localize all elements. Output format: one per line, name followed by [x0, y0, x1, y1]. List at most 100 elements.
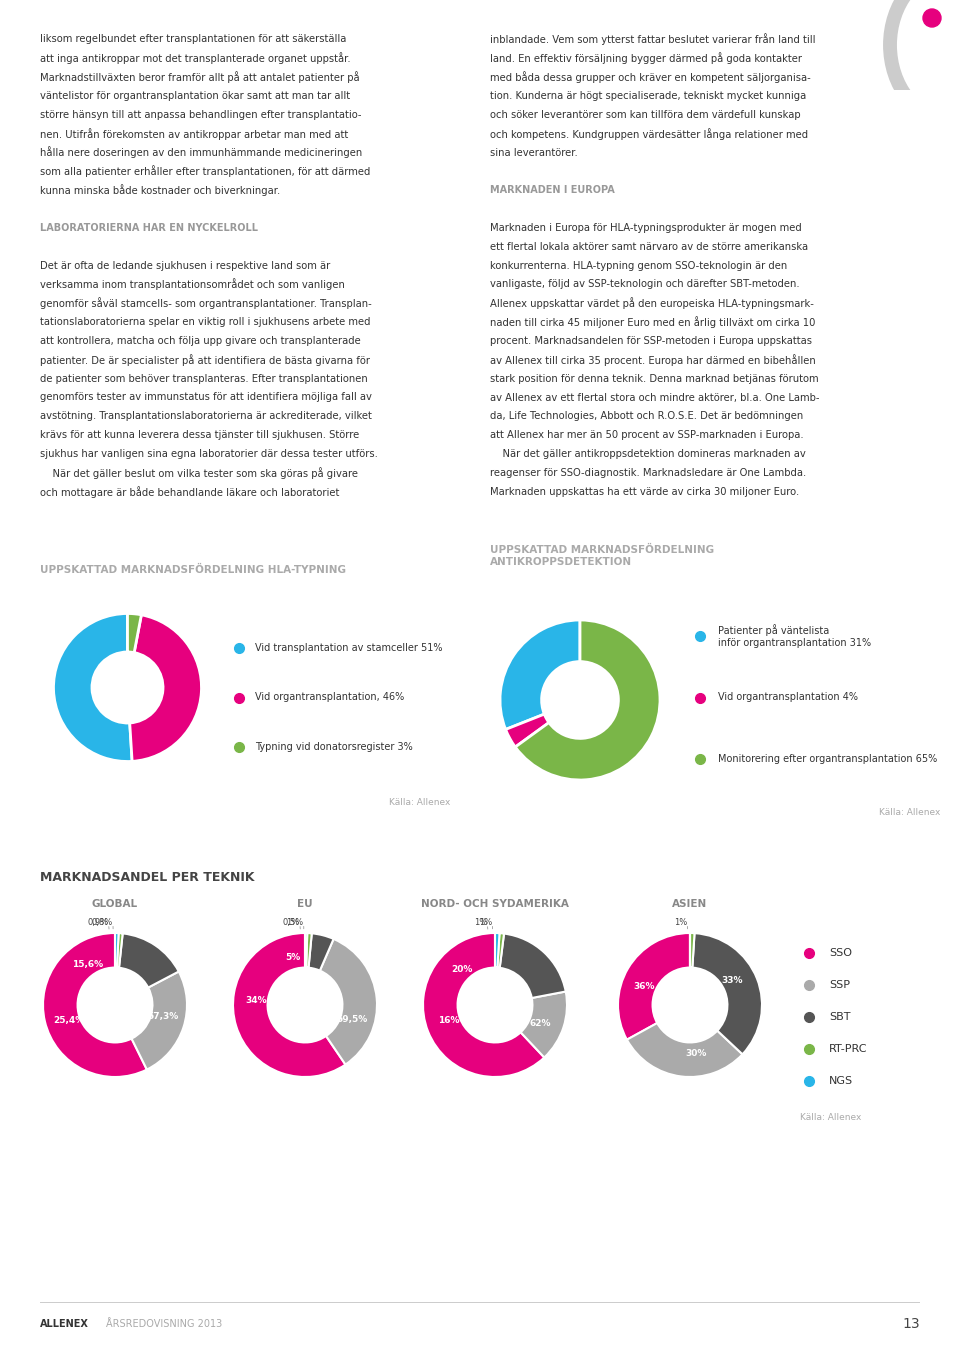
Text: större hänsyn till att anpassa behandlingen efter transplantatio-: större hänsyn till att anpassa behandlin… — [40, 110, 362, 120]
Text: tationslaboratorierna spelar en viktig roll i sjukhusens arbete med: tationslaboratorierna spelar en viktig r… — [40, 318, 371, 327]
Text: 1%: 1% — [474, 918, 488, 927]
Wedge shape — [495, 933, 499, 968]
Wedge shape — [497, 933, 504, 968]
Text: Vid transplantation av stamceller 51%: Vid transplantation av stamceller 51% — [255, 644, 443, 653]
Text: Marknaden uppskattas ha ett värde av cirka 30 miljoner Euro.: Marknaden uppskattas ha ett värde av cir… — [490, 487, 800, 496]
Text: SSO: SSO — [829, 948, 852, 957]
Text: genomförs tester av immunstatus för att identifiera möjliga fall av: genomförs tester av immunstatus för att … — [40, 392, 372, 403]
Text: att Allenex har mer än 50 procent av SSP-marknaden i Europa.: att Allenex har mer än 50 procent av SSP… — [490, 430, 804, 441]
Text: naden till cirka 45 miljoner Euro med en årlig tillväxt om cirka 10: naden till cirka 45 miljoner Euro med en… — [490, 316, 815, 329]
Wedge shape — [119, 933, 179, 987]
Text: och kompetens. Kundgruppen värdesätter långa relationer med: och kompetens. Kundgruppen värdesätter l… — [490, 127, 808, 139]
Text: krävs för att kunna leverera dessa tjänster till sjukhusen. Större: krävs för att kunna leverera dessa tjäns… — [40, 430, 359, 441]
Wedge shape — [692, 933, 762, 1055]
Text: genomför såväl stamcells- som organtransplantationer. Transplan-: genomför såväl stamcells- som organtrans… — [40, 297, 372, 310]
Wedge shape — [520, 991, 567, 1057]
Text: MARKNADSANDEL PER TEKNIK: MARKNADSANDEL PER TEKNIK — [40, 871, 254, 884]
Text: 57,3%: 57,3% — [147, 1011, 179, 1021]
Text: Marknaden i Europa för HLA-typningsprodukter är mogen med: Marknaden i Europa för HLA-typningsprodu… — [490, 223, 802, 233]
Text: sina leverantörer.: sina leverantörer. — [490, 147, 578, 157]
Text: 30%: 30% — [685, 1049, 707, 1059]
Text: 34%: 34% — [246, 996, 267, 1005]
Text: Vid organtransplantation 4%: Vid organtransplantation 4% — [718, 692, 858, 703]
Text: av Allenex till cirka 35 procent. Europa har därmed en bibehållen: av Allenex till cirka 35 procent. Europa… — [490, 354, 816, 366]
Text: tion. Kunderna är högt specialiserade, tekniskt mycket kunniga: tion. Kunderna är högt specialiserade, t… — [490, 91, 806, 101]
Text: procent. Marknadsandelen för SSP-metoden i Europa uppskattas: procent. Marknadsandelen för SSP-metoden… — [490, 335, 812, 346]
Text: da, Life Technologies, Abbott och R.O.S.E. Det är bedömningen: da, Life Technologies, Abbott och R.O.S.… — [490, 411, 804, 422]
Text: RT-PRC: RT-PRC — [829, 1044, 868, 1053]
Title: NORD- OCH SYDAMERIKA: NORD- OCH SYDAMERIKA — [421, 899, 569, 909]
Text: att kontrollera, matcha och följa upp givare och transplanterade: att kontrollera, matcha och följa upp gi… — [40, 335, 361, 346]
Wedge shape — [690, 933, 694, 968]
Text: de patienter som behöver transplanteras. Efter transplantationen: de patienter som behöver transplanteras.… — [40, 373, 368, 384]
Text: Patienter på väntelista
inför organtransplantation 31%: Patienter på väntelista inför organtrans… — [718, 625, 871, 648]
Text: ett flertal lokala aktörer samt närvaro av de större amerikanska: ett flertal lokala aktörer samt närvaro … — [490, 242, 808, 251]
Wedge shape — [618, 933, 690, 1040]
Text: konkurrenterna. HLA-typning genom SSO-teknologin är den: konkurrenterna. HLA-typning genom SSO-te… — [490, 261, 787, 270]
Text: När det gäller beslut om vilka tester som ska göras på givare: När det gäller beslut om vilka tester so… — [40, 466, 358, 479]
Text: 36%: 36% — [634, 983, 656, 991]
Text: hålla nere doseringen av den immunhämmande medicineringen: hålla nere doseringen av den immunhämman… — [40, 146, 362, 158]
Text: liksom regelbundet efter transplantationen för att säkerställa: liksom regelbundet efter transplantation… — [40, 34, 347, 45]
Wedge shape — [305, 933, 307, 968]
Text: MARKNADEN I EUROPA: MARKNADEN I EUROPA — [490, 185, 614, 195]
Text: av Allenex av ett flertal stora och mindre aktörer, bl.a. One Lamb-: av Allenex av ett flertal stora och mind… — [490, 392, 820, 403]
Title: GLOBAL: GLOBAL — [92, 899, 138, 909]
Text: inblandade. Vem som ytterst fattar beslutet varierar från land till: inblandade. Vem som ytterst fattar beslu… — [490, 34, 815, 46]
Text: Marknadstillväxten beror framför allt på att antalet patienter på: Marknadstillväxten beror framför allt på… — [40, 72, 360, 82]
Text: SBT: SBT — [829, 1011, 851, 1022]
Wedge shape — [54, 614, 132, 761]
Text: UPPSKATTAD MARKNADSFÖRDELNING HLA-TYPNING: UPPSKATTAD MARKNADSFÖRDELNING HLA-TYPNIN… — [40, 565, 346, 575]
Text: sjukhus har vanligen sina egna laboratorier där dessa tester utförs.: sjukhus har vanligen sina egna laborator… — [40, 449, 378, 460]
Text: land. En effektiv försäljning bygger därmed på goda kontakter: land. En effektiv försäljning bygger där… — [490, 53, 802, 65]
Title: ASIEN: ASIEN — [672, 899, 708, 909]
Wedge shape — [306, 933, 312, 968]
Wedge shape — [500, 621, 580, 730]
Text: 1%: 1% — [479, 918, 492, 926]
Text: Källa: Allenex: Källa: Allenex — [878, 808, 940, 817]
Text: 15,6%: 15,6% — [72, 960, 103, 969]
Text: 0,8%: 0,8% — [91, 918, 113, 926]
Text: 13: 13 — [902, 1317, 920, 1332]
Text: Monitorering efter organtransplantation 65%: Monitorering efter organtransplantation … — [718, 754, 937, 764]
Text: verksamma inom transplantationsområdet och som vanligen: verksamma inom transplantationsområdet o… — [40, 279, 345, 291]
Text: Det är ofta de ledande sjukhusen i respektive land som är: Det är ofta de ledande sjukhusen i respe… — [40, 261, 330, 270]
Text: stark position för denna teknik. Denna marknad betjänas förutom: stark position för denna teknik. Denna m… — [490, 373, 819, 384]
Text: ALLENEX: ALLENEX — [40, 1320, 89, 1329]
Wedge shape — [506, 714, 549, 748]
Text: Allenex uppskattar värdet på den europeiska HLA-typningsmark-: Allenex uppskattar värdet på den europei… — [490, 297, 814, 310]
Text: 62%: 62% — [530, 1018, 551, 1028]
Text: UPPSKATTAD MARKNADSFÖRDELNING
ANTIKROPPSDETEKTION: UPPSKATTAD MARKNADSFÖRDELNING ANTIKROPPS… — [490, 545, 714, 566]
Text: Typning vid donatorsregister 3%: Typning vid donatorsregister 3% — [255, 742, 413, 752]
Wedge shape — [308, 933, 333, 971]
Text: och söker leverantörer som kan tillföra dem värdefull kunskap: och söker leverantörer som kan tillföra … — [490, 110, 801, 120]
Text: kunna minska både kostnader och biverkningar.: kunna minska både kostnader och biverkni… — [40, 184, 280, 196]
Text: väntelistor för organtransplantation ökar samt att man tar allt: väntelistor för organtransplantation öka… — [40, 91, 350, 101]
Text: som alla patienter erhåller efter transplantationen, för att därmed: som alla patienter erhåller efter transp… — [40, 165, 371, 177]
Text: 5%: 5% — [285, 953, 300, 963]
Text: 33%: 33% — [721, 976, 743, 984]
Text: LABORATORIERNA HAR EN NYCKELROLL: LABORATORIERNA HAR EN NYCKELROLL — [40, 223, 258, 233]
Wedge shape — [233, 933, 346, 1078]
Text: SSP: SSP — [829, 980, 850, 990]
Wedge shape — [423, 933, 544, 1078]
Text: När det gäller antikroppsdetektion domineras marknaden av: När det gäller antikroppsdetektion domin… — [490, 449, 805, 460]
Wedge shape — [132, 972, 187, 1069]
Text: 59,5%: 59,5% — [336, 1015, 368, 1023]
Text: 0,5%: 0,5% — [282, 918, 303, 926]
Wedge shape — [43, 933, 147, 1078]
Wedge shape — [500, 934, 565, 998]
Text: med båda dessa grupper och kräver en kompetent säljorganisa-: med båda dessa grupper och kräver en kom… — [490, 72, 811, 82]
Text: avstötning. Transplantationslaboratorierna är ackrediterade, vilket: avstötning. Transplantationslaboratorier… — [40, 411, 372, 422]
Text: Källa: Allenex: Källa: Allenex — [389, 798, 450, 807]
Wedge shape — [128, 614, 141, 653]
Text: ÅRSREDOVISNING 2013: ÅRSREDOVISNING 2013 — [106, 1320, 223, 1329]
Text: Källa: Allenex: Källa: Allenex — [800, 1113, 861, 1122]
Wedge shape — [320, 938, 377, 1064]
Text: vanligaste, följd av SSP-teknologin och därefter SBT-metoden.: vanligaste, följd av SSP-teknologin och … — [490, 280, 800, 289]
Wedge shape — [115, 933, 119, 968]
Text: patienter. De är specialister på att identifiera de bästa givarna för: patienter. De är specialister på att ide… — [40, 354, 370, 366]
Text: 25,4%: 25,4% — [53, 1015, 84, 1025]
Text: NGS: NGS — [829, 1076, 853, 1086]
Text: Vid organtransplantation, 46%: Vid organtransplantation, 46% — [255, 692, 404, 703]
